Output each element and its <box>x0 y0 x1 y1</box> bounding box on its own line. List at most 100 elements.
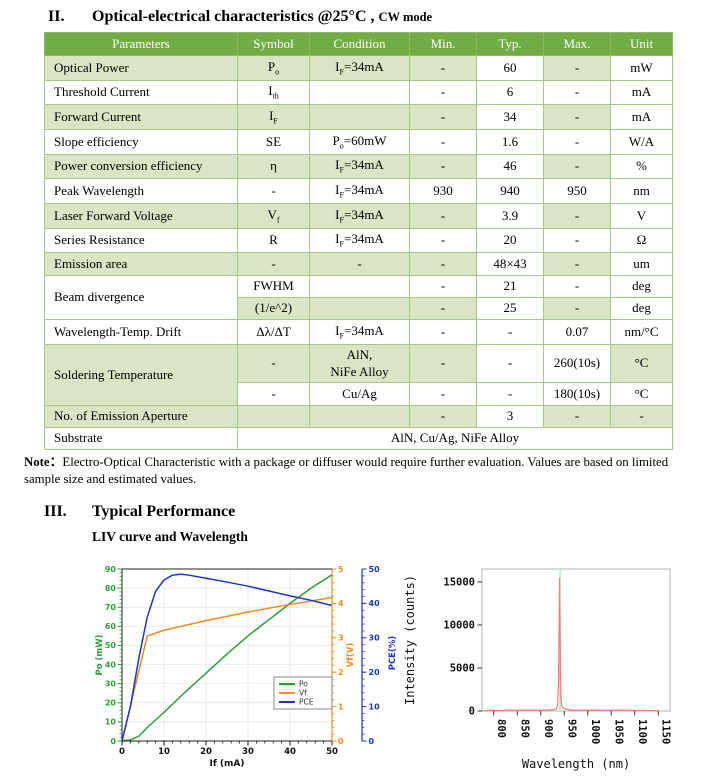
table-cell: - <box>237 178 310 205</box>
table-row: Power conversion efficiency η IF=34mA -46-% <box>44 153 673 180</box>
section2-number: II. <box>48 8 65 25</box>
table-cell: Soldering Temperature <box>44 343 238 406</box>
table-cell <box>237 404 310 428</box>
table-cell: um <box>610 252 673 276</box>
section2-title: Optical-electrical characteristics @25°C… <box>92 8 375 25</box>
legend-label: Vf <box>299 688 307 697</box>
table-cell: °C <box>610 382 673 406</box>
table-cell: - <box>409 274 477 298</box>
table-cell: mA <box>610 79 673 106</box>
table-cell: - <box>409 79 477 106</box>
table-cell <box>309 274 410 298</box>
table-cell: 48×43 <box>476 252 544 276</box>
table-row: Substrate AlN, Cu/Ag, NiFe Alloy <box>44 426 673 451</box>
table-cell: - <box>409 129 477 155</box>
table-cell: 950 <box>543 178 611 205</box>
table-cell: - <box>409 203 477 229</box>
table-cell: nm <box>610 178 673 205</box>
table-cell: Peak Wavelength <box>44 178 238 205</box>
po-tick-label: 70 <box>105 603 117 612</box>
table-row: Optical Power Po IF=34mA -60- mW <box>44 55 673 81</box>
wavelength-spectrum-chart: 0 5000 10000 15000 Intensity (counts) 800 850 9… <box>403 568 671 771</box>
table-row: Wavelength-Temp. Drift Δλ/ΔT IF=34mA - -0.07… <box>44 319 673 345</box>
table-cell: mA <box>610 104 673 131</box>
legend-label: Po <box>299 679 308 688</box>
legend-label: PCE <box>299 697 314 706</box>
series-spectrum <box>483 577 659 711</box>
table-cell: 3.9 <box>476 203 544 229</box>
note-label: Note： <box>24 455 63 470</box>
table-cell: SE <box>237 129 310 155</box>
table-cell: AlN, NiFe Alloy <box>309 343 410 384</box>
po-tick-label: 30 <box>105 679 117 688</box>
table-cell: Wavelength-Temp. Drift <box>44 319 238 345</box>
table-cell <box>309 296 410 321</box>
table-cell: - <box>409 319 477 345</box>
x-tick-label: 10 <box>158 747 170 757</box>
table-cell: °C <box>610 343 673 384</box>
x-tick-label: 900 <box>542 719 554 738</box>
table-cell: nm/°C <box>610 319 673 345</box>
table-cell: - <box>409 55 477 81</box>
table-cell: Forward Current <box>44 104 238 131</box>
table-cell <box>309 104 410 131</box>
column-header-symbol: Symbol <box>237 32 310 56</box>
table-cell: mW <box>610 55 673 81</box>
table-cell: - <box>543 79 611 106</box>
po-tick-label: 20 <box>105 698 117 707</box>
table-cell: IF=34mA <box>309 203 410 229</box>
table-row: Peak Wavelength - IF=34mA 930 940 950 nm <box>44 178 673 205</box>
po-tick-label: 10 <box>105 717 117 726</box>
table-cell: η <box>237 153 310 180</box>
table-cell: Δλ/ΔT <box>237 319 310 345</box>
vf-tick-label: 0 <box>338 736 344 745</box>
series-vf <box>121 596 333 741</box>
table-cell: R <box>237 227 310 254</box>
table-cell: 25 <box>476 296 544 321</box>
section2-heading: II. Optical-electrical characteristics @… <box>48 8 712 26</box>
x-tick-label: 40 <box>284 747 296 757</box>
table-row: Series Resistance R IF=34mA -20- Ω <box>44 227 673 254</box>
table-cell: - <box>543 104 611 131</box>
table-cell: - <box>237 252 310 276</box>
column-header-max: Max. <box>543 32 611 56</box>
x-tick-label: 50 <box>326 747 338 757</box>
pce-axis-label: PCE(%) <box>388 635 398 670</box>
table-cell: W/A <box>610 129 673 155</box>
table-row: Laser Forward Voltage Vf IF=34mA -3.9- V <box>44 203 673 229</box>
vf-tick-label: 5 <box>338 564 344 573</box>
po-tick-label: 80 <box>105 583 117 592</box>
table-cell: 3 <box>476 404 544 428</box>
table-cell: Po <box>237 55 310 81</box>
column-header-condition: Condition <box>309 32 410 56</box>
table-cell: - <box>543 404 611 428</box>
table-cell: - <box>476 382 544 406</box>
y-axis-label: Intensity (counts) <box>403 575 417 705</box>
table-cell: - <box>409 153 477 180</box>
x-axis-label: Wavelength (nm) <box>522 757 630 771</box>
table-cell: - <box>543 296 611 321</box>
table-cell: - <box>610 404 673 428</box>
table-row: Soldering Temperature - AlN, NiFe Alloy - -2… <box>44 343 673 406</box>
table-cell: 940 <box>476 178 544 205</box>
table-cell: - <box>237 382 310 406</box>
column-header-min: Min. <box>409 32 477 56</box>
x-tick-label: 0 <box>119 747 125 757</box>
table-row: Beam divergence FWHM -21- deg <box>44 274 673 321</box>
table-cell: V <box>610 203 673 229</box>
table-cell: - <box>476 319 544 345</box>
table-row: Emission area - - -48×43- um <box>44 252 673 276</box>
table-header-row: Parameters Symbol Condition Min. Typ. Max. Uni… <box>44 32 673 56</box>
pce-tick-label: 10 <box>369 702 381 711</box>
y-tick-label: 5000 <box>450 662 475 674</box>
pce-tick-label: 40 <box>369 599 381 608</box>
table-row: Slope efficiency SE Po=60mW -1.6- W/A <box>44 129 673 155</box>
table-cell: 20 <box>476 227 544 254</box>
x-tick-label: 1000 <box>589 719 601 744</box>
table-cell: Power conversion efficiency <box>44 153 238 180</box>
pce-tick-label: 0 <box>369 736 375 745</box>
po-tick-label: 40 <box>105 660 117 669</box>
table-row: No. of Emission Aperture -3- - <box>44 404 673 428</box>
column-header-unit: Unit <box>610 32 673 56</box>
